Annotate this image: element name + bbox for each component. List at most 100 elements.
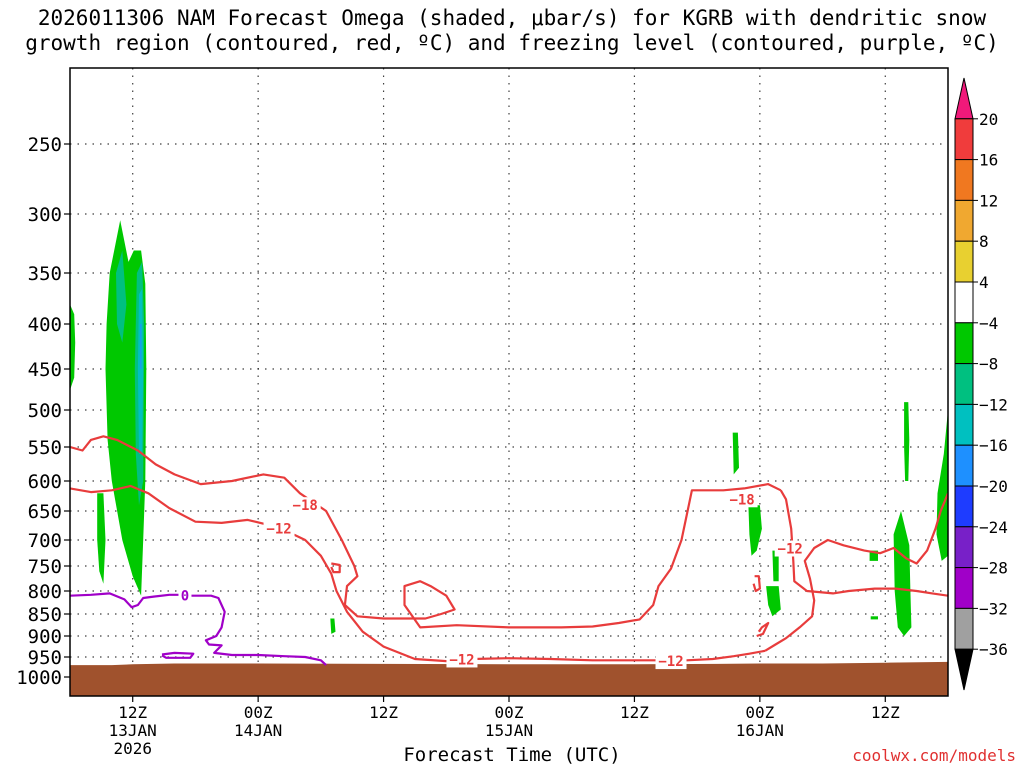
- contour-line-3: [764, 492, 948, 652]
- y-tick-label-800: 800: [28, 581, 62, 603]
- x-tick-year-6: 2026: [113, 739, 152, 758]
- omega-region-10: [893, 511, 912, 636]
- colorbar-box-7: [954, 363, 974, 405]
- omega-region-13: [116, 250, 127, 343]
- omega-region-16: [140, 324, 142, 369]
- y-tick-label-400: 400: [28, 314, 62, 336]
- contour-label-0: −18: [293, 498, 318, 514]
- colorbar-label-9: −20: [979, 477, 1008, 496]
- contour-label-bg-4: [446, 651, 478, 668]
- colorbar-box-8: [954, 403, 974, 446]
- contour-line-2: [70, 484, 766, 663]
- y-tick-label-350: 350: [28, 263, 62, 285]
- colorbar-label-4: 4: [979, 273, 989, 292]
- x-tick-label-78: 12Z: [871, 703, 900, 722]
- contour-line-10: [161, 651, 195, 659]
- x-tick-label-6: 12Z: [118, 703, 147, 722]
- omega-region-7: [772, 550, 779, 582]
- contours: −18 −18−12−12−12 −120: [70, 435, 948, 670]
- y-tick-label-650: 650: [28, 501, 62, 523]
- colorbar-box-3: [954, 199, 974, 242]
- contour-label-bg-0: [289, 497, 321, 514]
- contour-line-6: [330, 562, 341, 574]
- colorbar-box-9: [954, 444, 974, 487]
- contour-line-9: [70, 592, 327, 666]
- y-tick-label-950: 950: [28, 647, 62, 669]
- colorbar-box-1: [954, 118, 974, 161]
- colorbar-label-6: −8: [979, 355, 998, 374]
- colorbar-label-2: 12: [979, 191, 998, 210]
- colorbar-label-12: −32: [979, 599, 1008, 618]
- colorbar-label-0: 20: [979, 110, 998, 129]
- contour-label-bg-2: [263, 520, 295, 537]
- omega-region-3: [330, 618, 336, 634]
- contour-line-8: [756, 621, 770, 638]
- x-tick-label-18: 00Z: [244, 703, 273, 722]
- y-tick-label-850: 850: [28, 604, 62, 626]
- colorbar-box-6: [954, 322, 974, 365]
- contour-line-7: [752, 575, 761, 593]
- contour-line-0: [70, 435, 782, 629]
- chart-title: 2026011306 NAM Forecast Omega (shaded, μ…: [25, 6, 999, 55]
- omega-region-0: [70, 304, 76, 390]
- contour-label-5: −12: [658, 654, 683, 670]
- colorbar-arrow-top: [954, 77, 974, 120]
- colorbar-box-5: [954, 281, 974, 324]
- contour-label-bg-9: [178, 587, 192, 604]
- omega-region-15: [137, 289, 144, 454]
- colorbar-label-13: −36: [979, 640, 1008, 659]
- ground-fill: [70, 661, 948, 696]
- omega-region-12: [936, 410, 948, 561]
- x-tick-label-42: 00Z: [495, 703, 524, 722]
- contour-label-1: −18: [729, 492, 754, 508]
- x-tick-label-30: 12Z: [369, 703, 398, 722]
- colorbar-label-10: −24: [979, 518, 1008, 537]
- y-tick-label-900: 900: [28, 626, 62, 648]
- x-tick-date-42: 15JAN: [485, 721, 533, 740]
- colorbar-box-12: [954, 567, 974, 609]
- colorbar-label-1: 16: [979, 151, 998, 170]
- colorbar-box-13: [954, 607, 974, 650]
- contour-line-1: [779, 489, 948, 597]
- colorbar-box-11: [954, 526, 974, 569]
- colorbar-box-4: [954, 240, 974, 283]
- colorbar-label-7: −12: [979, 395, 1008, 414]
- y-tick-label-300: 300: [28, 204, 62, 226]
- omega-region-6: [766, 586, 781, 617]
- x-tick-label-66: 00Z: [745, 703, 774, 722]
- contour-label-bg-5: [655, 653, 687, 670]
- y-tick-label-450: 450: [28, 359, 62, 381]
- y-tick-label-1000: 1000: [16, 667, 62, 689]
- y-tick-label-750: 750: [28, 556, 62, 578]
- x-axis-label: Forecast Time (UTC): [403, 744, 621, 766]
- omega-shading: [70, 220, 948, 636]
- omega-region-11: [904, 402, 910, 481]
- contour-label-4: −12: [449, 652, 474, 668]
- omega-region-9: [870, 616, 878, 620]
- x-tick-date-6: 13JAN: [109, 721, 157, 740]
- colorbar-box-10: [954, 485, 974, 528]
- y-tick-label-600: 600: [28, 471, 62, 493]
- colorbar-label-3: 8: [979, 232, 989, 251]
- x-tick-date-66: 16JAN: [736, 721, 784, 740]
- contour-label-bg-3: [774, 540, 806, 557]
- y-tick-label-250: 250: [28, 134, 62, 156]
- credit-link[interactable]: coolwx.com/models: [852, 746, 1016, 765]
- contour-label-bg-1: [726, 491, 758, 508]
- colorbar-label-5: −4: [979, 314, 998, 333]
- omega-region-5: [748, 505, 762, 556]
- colorbar-label-8: −16: [979, 436, 1008, 455]
- x-tick-label-54: 12Z: [620, 703, 649, 722]
- contour-label-3: −12: [778, 542, 803, 558]
- y-tick-label-500: 500: [28, 400, 62, 422]
- y-tick-label-700: 700: [28, 530, 62, 552]
- contour-label-9: 0: [181, 589, 189, 605]
- y-tick-label-550: 550: [28, 437, 62, 459]
- colorbar-arrow-bottom: [954, 648, 974, 691]
- x-tick-date-18: 14JAN: [234, 721, 282, 740]
- omega-region-4: [732, 432, 739, 475]
- colorbar-box-2: [954, 159, 974, 201]
- contour-label-2: −12: [266, 522, 291, 538]
- omega-region-2: [97, 493, 106, 584]
